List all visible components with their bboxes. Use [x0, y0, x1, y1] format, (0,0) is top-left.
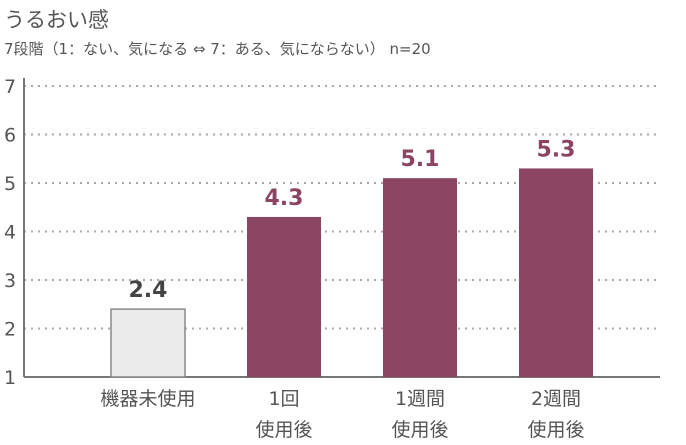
chart-subtitle: 7段階（1：ない、気になる ⇔ 7：ある、気にならない） n=20: [4, 40, 431, 58]
x-tick-label: 使用後: [527, 419, 584, 441]
data-label: 5.1: [401, 147, 440, 172]
x-tick-label: 使用後: [255, 419, 312, 441]
x-tick-label: 1週間: [395, 388, 445, 410]
y-tick-label: 6: [4, 125, 16, 147]
y-tick-label: 2: [4, 319, 16, 341]
x-tick-label: 使用後: [391, 419, 448, 441]
y-tick-label: 1: [4, 367, 16, 389]
bar: [383, 178, 457, 377]
data-label: 4.3: [265, 186, 304, 211]
bar: [519, 168, 593, 377]
y-tick-label: 7: [4, 76, 16, 98]
y-tick-label: 3: [4, 270, 16, 292]
y-tick-label: 5: [4, 173, 16, 195]
y-tick-label: 4: [4, 222, 16, 244]
data-label: 2.4: [129, 278, 168, 303]
bar: [247, 216, 321, 377]
x-tick-label: 機器未使用: [100, 388, 195, 410]
data-label: 5.3: [537, 137, 576, 162]
x-tick-label: 1回: [268, 388, 299, 410]
bar: [110, 308, 186, 378]
x-tick-label: 2週間: [531, 388, 581, 410]
chart-title: うるおい感: [4, 8, 109, 32]
